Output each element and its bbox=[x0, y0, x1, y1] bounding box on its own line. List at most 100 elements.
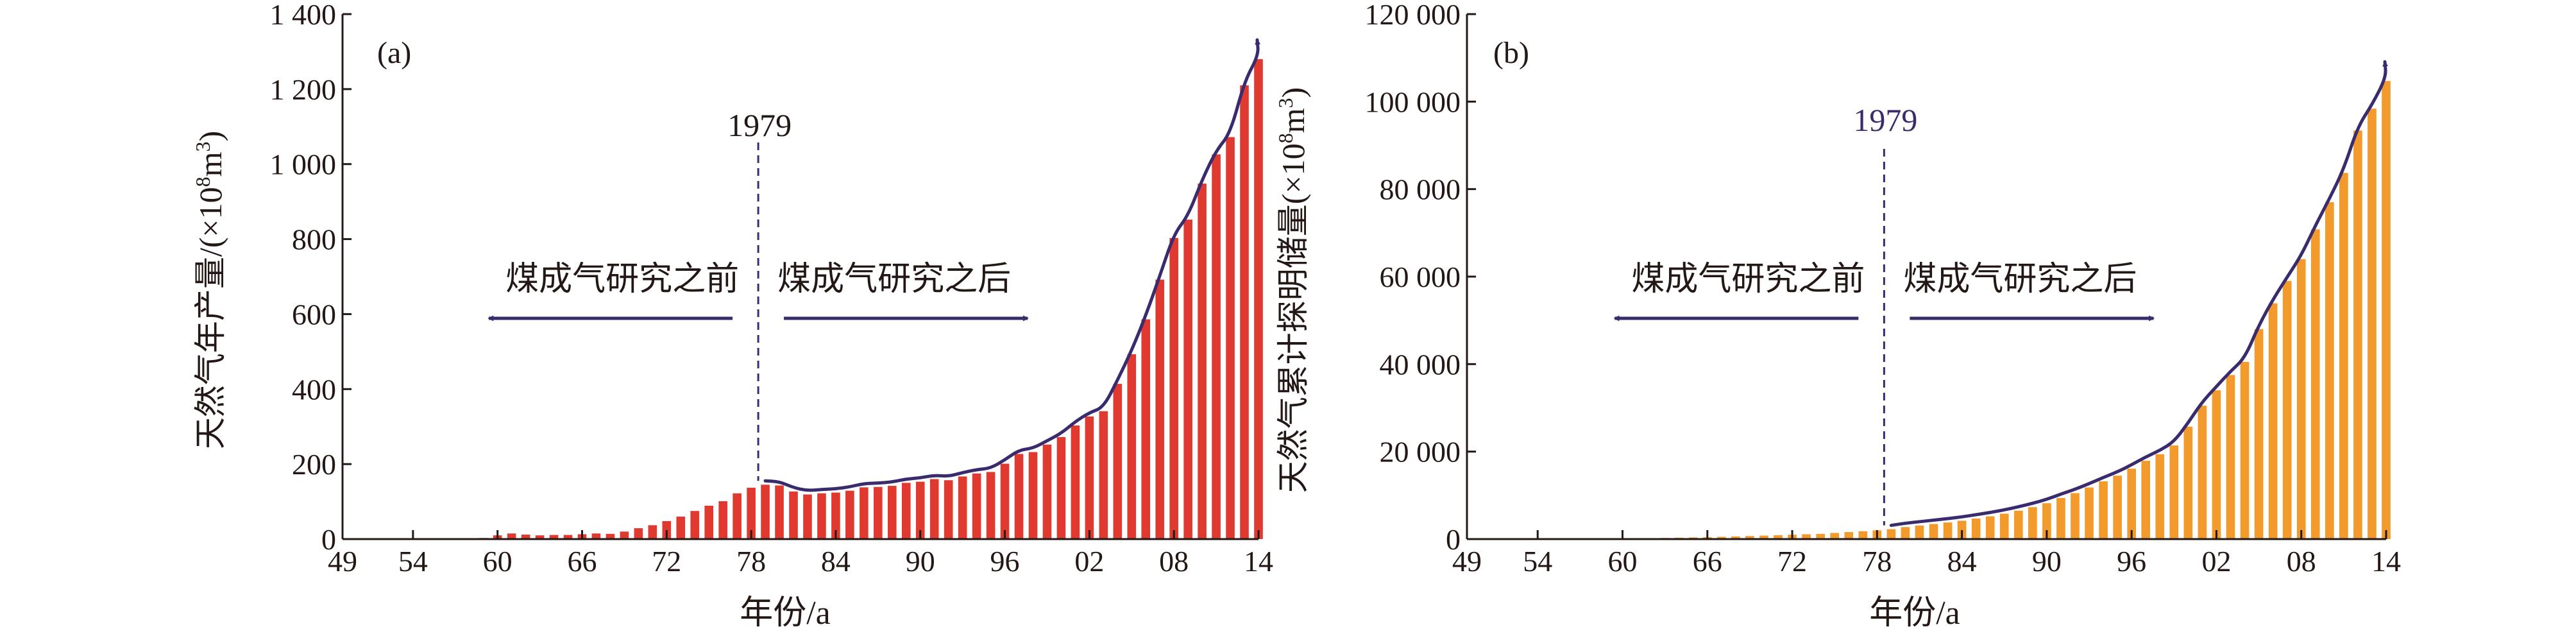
panel-b-xtick-label-8: 96 bbox=[2117, 545, 2146, 578]
panel-a-bar-1990 bbox=[915, 481, 925, 539]
panel-a-bar-2014 bbox=[1254, 59, 1263, 540]
panel-a-bar-1999 bbox=[1042, 444, 1052, 539]
panel-b-ytick-label-3: 60 000 bbox=[1380, 261, 1461, 293]
panel-a-ylabel-mid: m bbox=[192, 151, 228, 176]
panel-a-xtick-label-5: 78 bbox=[736, 545, 766, 578]
panel-a-annotations: 1979 煤成气研究之前 煤成气研究之后 bbox=[487, 38, 1261, 492]
panel-b-bar-1997 bbox=[2141, 460, 2151, 539]
panel-b-bar-2014 bbox=[2382, 81, 2391, 540]
panel-b-bar-1967 bbox=[1716, 537, 1726, 539]
panel-b-xtick-label-6: 84 bbox=[1947, 545, 1977, 578]
panel-a-bar-2000 bbox=[1056, 437, 1066, 539]
panel-a-trend-arrow bbox=[763, 38, 1261, 492]
panel-a-xtick-label-4: 72 bbox=[652, 545, 681, 578]
panel-b-bar-1977 bbox=[1858, 531, 1868, 539]
panel-a: 0 200 400 600 800 1 000 1 200 1 400 49 54 60 66 72 78… bbox=[191, 0, 1273, 632]
panel-a-xtick-label-1: 54 bbox=[398, 545, 428, 578]
panel-a-bar-2001 bbox=[1071, 425, 1080, 539]
panel-a-bar-1972 bbox=[662, 520, 672, 539]
panel-a-bar-1964 bbox=[549, 535, 559, 539]
panel-a-xtick-label-8: 96 bbox=[990, 545, 1020, 578]
panel-b: 0 20 000 40 000 60 000 80 000 100 000 120 000 4… bbox=[1274, 0, 2401, 632]
panel-a-xtick-label-2: 60 bbox=[483, 545, 513, 578]
panel-a-bar-1973 bbox=[676, 516, 686, 539]
panel-b-bar-1990 bbox=[2042, 503, 2051, 539]
panel-b-bar-2009 bbox=[2310, 229, 2320, 539]
panel-b-xtick-label-2: 60 bbox=[1608, 545, 1638, 578]
panel-b-xlabel: 年份/a bbox=[1869, 595, 1960, 632]
panel-a-bar-1989 bbox=[901, 483, 911, 539]
panel-a-bar-1996 bbox=[1000, 463, 1010, 539]
panel-b-xtick-label-3: 66 bbox=[1693, 545, 1722, 578]
panel-b-xtick-label-7: 90 bbox=[2032, 545, 2062, 578]
panel-b-bar-2006 bbox=[2268, 303, 2278, 539]
panel-a-bar-1968 bbox=[606, 533, 615, 539]
panel-a-bar-2008 bbox=[1169, 237, 1178, 539]
panel-b-bar-2004 bbox=[2240, 361, 2250, 539]
panel-a-bar-1961 bbox=[507, 533, 516, 539]
panel-b-xtick-label-5: 78 bbox=[1862, 545, 1892, 578]
panel-b-xtick-label-11: 14 bbox=[2371, 545, 2401, 578]
panel-b-bar-2001 bbox=[2198, 406, 2207, 539]
panel-a-ytick-label-3: 600 bbox=[292, 298, 336, 331]
panel-b-bar-1973 bbox=[1802, 534, 1811, 539]
panel-b-ytick-label-0: 0 bbox=[1446, 523, 1461, 556]
panel-b-bar-1992 bbox=[2071, 493, 2080, 539]
panel-a-bar-1982 bbox=[803, 494, 812, 539]
panel-b-ylabel-post: ) bbox=[1275, 87, 1311, 98]
panel-b-ytick-label-1: 20 000 bbox=[1380, 436, 1461, 468]
panel-b-bar-1988 bbox=[2013, 510, 2023, 539]
panel-a-bar-2002 bbox=[1085, 416, 1094, 539]
panel-a-bar-2007 bbox=[1155, 279, 1165, 539]
panel-a-bar-1967 bbox=[591, 533, 601, 539]
panel-a-bar-2005 bbox=[1127, 354, 1137, 539]
panel-a-ylabel: 天然气年产量/(×108m3) bbox=[191, 131, 228, 449]
panel-a-bar-1969 bbox=[620, 531, 629, 539]
panel-a-bar-1962 bbox=[521, 534, 530, 539]
panel-a-ytick-label-0: 0 bbox=[321, 523, 336, 556]
panel-b-bar-1975 bbox=[1830, 533, 1840, 539]
panel-b-bar-1984 bbox=[1957, 520, 1967, 539]
panel-a-bar-1997 bbox=[1014, 454, 1024, 539]
panel-a-xtick-label-11: 14 bbox=[1244, 545, 1273, 578]
panel-b-right-note: 煤成气研究之后 bbox=[1903, 261, 2137, 298]
panel-b-bar-1987 bbox=[1999, 513, 2009, 539]
panel-b-bar-1968 bbox=[1731, 536, 1740, 539]
panel-a-axes: 0 200 400 600 800 1 000 1 200 1 400 49 54 60 66 72 78… bbox=[270, 0, 1274, 578]
panel-a-bar-1978 bbox=[747, 487, 756, 539]
panel-b-bar-1980 bbox=[1901, 527, 1910, 539]
panel-a-divider-label: 1979 bbox=[727, 107, 792, 143]
panel-b-bar-1989 bbox=[2028, 507, 2037, 539]
panel-a-bar-1975 bbox=[704, 505, 714, 539]
panel-b-ytick-label-5: 100 000 bbox=[1365, 85, 1461, 118]
panel-a-bar-1971 bbox=[648, 525, 657, 539]
panel-a-ytick-label-1: 200 bbox=[292, 448, 336, 481]
panel-a-bar-1977 bbox=[733, 493, 741, 539]
panel-b-bar-2011 bbox=[2339, 173, 2348, 539]
panel-a-ylabel-sup2: 3 bbox=[191, 142, 214, 152]
panel-b-axes: 0 20 000 40 000 60 000 80 000 100 000 120 000 4… bbox=[1365, 0, 2402, 578]
panel-a-bar-2004 bbox=[1113, 384, 1123, 539]
panel-b-divider-label: 1979 bbox=[1853, 102, 1917, 138]
panel-b-bar-1969 bbox=[1745, 536, 1754, 539]
panel-a-xtick-label-7: 90 bbox=[906, 545, 935, 578]
panel-a-bar-1974 bbox=[690, 511, 700, 539]
panel-b-ylabel-mid: m bbox=[1275, 108, 1311, 133]
panel-a-ytick-label-6: 1 200 bbox=[270, 73, 337, 106]
panel-b-bar-1982 bbox=[1929, 524, 1938, 539]
panel-a-bar-1976 bbox=[718, 501, 727, 539]
panel-b-bar-1971 bbox=[1774, 535, 1783, 539]
panel-a-xtick-label-6: 84 bbox=[821, 545, 851, 578]
panel-a-xlabel: 年份/a bbox=[740, 595, 831, 632]
panel-a-bar-1995 bbox=[986, 472, 996, 539]
panel-b-bar-2007 bbox=[2282, 280, 2292, 539]
panel-a-bar-1970 bbox=[634, 528, 643, 539]
panel-a-bar-1980 bbox=[775, 485, 784, 539]
panel-a-ylabel-sup: 8 bbox=[191, 176, 214, 187]
panel-b-xtick-label-0: 49 bbox=[1452, 545, 1482, 578]
panel-a-bar-1985 bbox=[845, 490, 854, 539]
panel-b-bar-2012 bbox=[2353, 130, 2362, 539]
panel-b-label: (b) bbox=[1493, 36, 1529, 70]
